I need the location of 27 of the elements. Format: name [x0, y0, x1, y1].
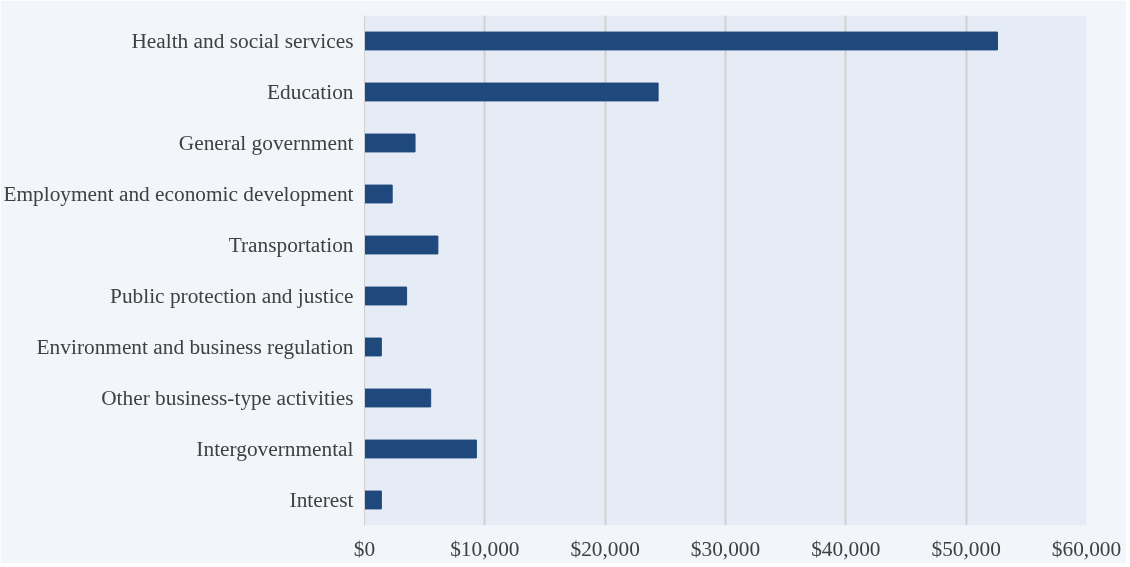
y-tick-label: Education: [267, 80, 354, 104]
y-tick-label: Intergovernmental: [196, 437, 354, 461]
bar: [364, 490, 382, 510]
bar: [364, 82, 659, 102]
bar: [364, 286, 408, 306]
bar: [364, 439, 477, 459]
bar: [364, 133, 416, 153]
x-tick-label: $20,000: [570, 536, 640, 561]
y-tick-label: Health and social services: [131, 29, 354, 53]
bar: [364, 337, 382, 357]
x-tick-label: $0: [353, 536, 376, 561]
bar: [364, 388, 432, 408]
x-tick-label: $30,000: [690, 536, 761, 561]
y-tick-label: Interest: [289, 488, 354, 512]
y-tick-label: Employment and economic development: [3, 182, 354, 206]
bar: [364, 235, 439, 255]
bar: [364, 31, 998, 51]
x-tick-label: $60,000: [1051, 536, 1122, 561]
x-tick-label: $50,000: [931, 536, 1001, 561]
y-tick-label: Environment and business regulation: [36, 335, 354, 359]
y-tick-label: Transportation: [228, 233, 354, 257]
x-tick-label: $10,000: [450, 536, 520, 561]
y-tick-label: Other business-type activities: [101, 386, 354, 410]
y-tick-label: General government: [178, 131, 354, 155]
y-tick-label: Public protection and justice: [110, 284, 354, 308]
bar: [364, 184, 393, 204]
x-tick-label: $40,000: [811, 536, 881, 561]
